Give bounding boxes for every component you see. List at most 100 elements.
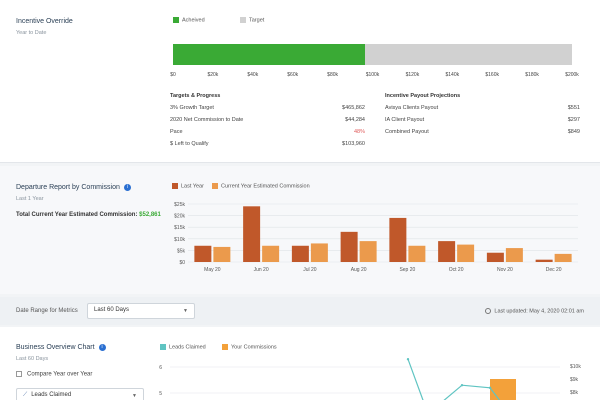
incentive-title: Incentive Override — [16, 18, 73, 25]
y-tick-label: $15k — [174, 225, 185, 231]
incentive-tick-label: $20k — [207, 72, 219, 78]
departure-title-text: Departure Report by Commission — [16, 184, 120, 191]
legend-current-year: Current Year Estimated Commission — [212, 183, 310, 189]
incentive-tick-label: $100k — [365, 72, 380, 78]
legend-leads-claimed: Leads Claimed — [160, 344, 206, 350]
y2-tick-label: $10k — [570, 364, 581, 370]
target-swatch — [240, 17, 246, 23]
target-label: 2020 Net Commission to Date — [170, 117, 244, 123]
x-tick-label: Jul 20 — [303, 267, 317, 273]
target-label: $ Left to Qualify — [170, 141, 209, 147]
date-range-bar: Date Range for Metrics Last 60 Days ▼ La… — [0, 297, 600, 325]
incentive-tick-label: $120k — [405, 72, 420, 78]
incentive-progress-fill — [173, 44, 365, 65]
chevron-down-icon: ▼ — [132, 393, 137, 399]
payout-label: Avisya Clients Payout — [385, 105, 439, 111]
x-tick-label: Oct 20 — [449, 267, 464, 273]
incentive-subtitle: Year to Date — [16, 30, 47, 36]
current-year-bar — [408, 245, 426, 262]
legend-target-label: Target — [249, 17, 265, 24]
target-value: $103,960 — [342, 141, 365, 147]
compare-yoy-checkbox[interactable] — [16, 371, 22, 377]
commissions-swatch — [222, 344, 228, 350]
payout-value: $297 — [567, 117, 580, 123]
current-year-bar — [310, 243, 328, 262]
x-tick-label: Sep 20 — [399, 267, 415, 273]
legend-achieved-label: Acheived — [182, 17, 205, 24]
date-range-selected: Last 60 Days — [94, 307, 130, 313]
date-range-select[interactable]: Last 60 Days ▼ — [87, 303, 195, 319]
last-updated: Last updated: May 4, 2020 02:01 am — [485, 308, 584, 314]
target-value: 48% — [353, 129, 365, 135]
legend-leads-label: Leads Claimed — [169, 344, 206, 351]
x-tick-label: Dec 20 — [546, 267, 562, 273]
payout-label: IA Client Payout — [385, 117, 425, 123]
last-year-bar — [438, 241, 456, 262]
y2-tick-label: $9k — [570, 377, 579, 383]
target-value: $465,862 — [342, 105, 365, 111]
last-year-bar — [291, 245, 309, 262]
target-label: Pace — [170, 129, 183, 135]
metric-select[interactable]: ⟋ Leads Claimed ▼ — [16, 388, 144, 400]
business-title-text: Business Overview Chart — [16, 344, 95, 351]
legend-commissions-label: Your Commissions — [231, 344, 277, 351]
leads-line — [407, 358, 501, 400]
departure-subtitle: Last 1 Year — [16, 196, 44, 202]
payout-value: $551 — [567, 105, 580, 111]
incentive-tick-label: $60k — [287, 72, 299, 78]
target-label: 3% Growth Target — [170, 105, 214, 111]
incentive-tick-label: $140k — [445, 72, 460, 78]
y-tick-label: 5 — [159, 391, 162, 397]
incentive-tick-label: $0 — [170, 72, 176, 78]
total-label: Total Current Year Estimated Commission: — [16, 212, 138, 218]
current-year-bar — [554, 253, 572, 262]
business-overview-chart: 65$10k$9k$8k$7k — [159, 358, 581, 400]
y2-tick-label: $8k — [570, 390, 579, 396]
leads-point — [460, 384, 464, 387]
target-value: $44,284 — [345, 117, 365, 123]
total-value: $52,861 — [139, 212, 161, 218]
last-year-bar — [535, 259, 553, 262]
incentive-tick-label: $160k — [485, 72, 499, 78]
x-tick-label: May 20 — [204, 267, 221, 273]
commissions-bar — [490, 379, 516, 400]
current-year-bar — [262, 245, 280, 262]
last-year-bar — [194, 245, 212, 262]
x-tick-label: Nov 20 — [497, 267, 513, 273]
legend-target: Target — [240, 17, 264, 23]
x-tick-label: Jun 20 — [254, 267, 269, 273]
incentive-tick-label: $200k — [565, 72, 579, 78]
incentive-override-card: Incentive Override Year to Date Acheived… — [0, 0, 600, 163]
departure-title: Departure Report by Commission i — [16, 184, 131, 191]
last-updated-text: Last updated: May 4, 2020 02:01 am — [494, 308, 584, 315]
legend-current-year-label: Current Year Estimated Commission — [221, 183, 310, 190]
clock-icon — [485, 308, 492, 314]
date-range-label: Date Range for Metrics — [16, 308, 78, 314]
current-year-bar — [213, 246, 231, 262]
payout-header: Incentive Payout Projections — [385, 93, 461, 99]
compare-yoy-label: Compare Year over Year — [27, 371, 93, 378]
legend-achieved: Acheived — [173, 17, 205, 23]
compare-yoy-toggle[interactable]: Compare Year over Year — [16, 371, 92, 378]
departure-bar-chart: $0 $5k $10k $15k $20k $25k May 20 Jun 20 Jul 20 A… — [174, 202, 578, 273]
info-icon[interactable]: i — [123, 184, 131, 191]
last-year-bar — [243, 206, 261, 262]
last-year-bar — [486, 252, 504, 262]
current-year-bar — [457, 244, 475, 262]
legend-last-year: Last Year — [172, 183, 204, 189]
leads-swatch — [160, 344, 166, 350]
info-icon[interactable]: i — [98, 344, 106, 351]
y-tick-label: $25k — [174, 202, 185, 208]
legend-your-commissions: Your Commissions — [222, 344, 277, 350]
leads-point — [406, 358, 410, 361]
y-tick-label: $5k — [177, 248, 186, 254]
last-year-swatch — [172, 183, 178, 189]
current-year-bar — [505, 248, 523, 262]
legend-last-year-label: Last Year — [181, 183, 204, 190]
achieved-swatch — [173, 17, 179, 23]
business-overview-card: Business Overview Chart i Last 60 Days C… — [0, 327, 600, 400]
payout-label: Combined Payout — [385, 129, 429, 135]
incentive-progress-bar — [173, 44, 572, 65]
current-year-bar — [359, 241, 377, 262]
business-title: Business Overview Chart i — [16, 344, 106, 351]
